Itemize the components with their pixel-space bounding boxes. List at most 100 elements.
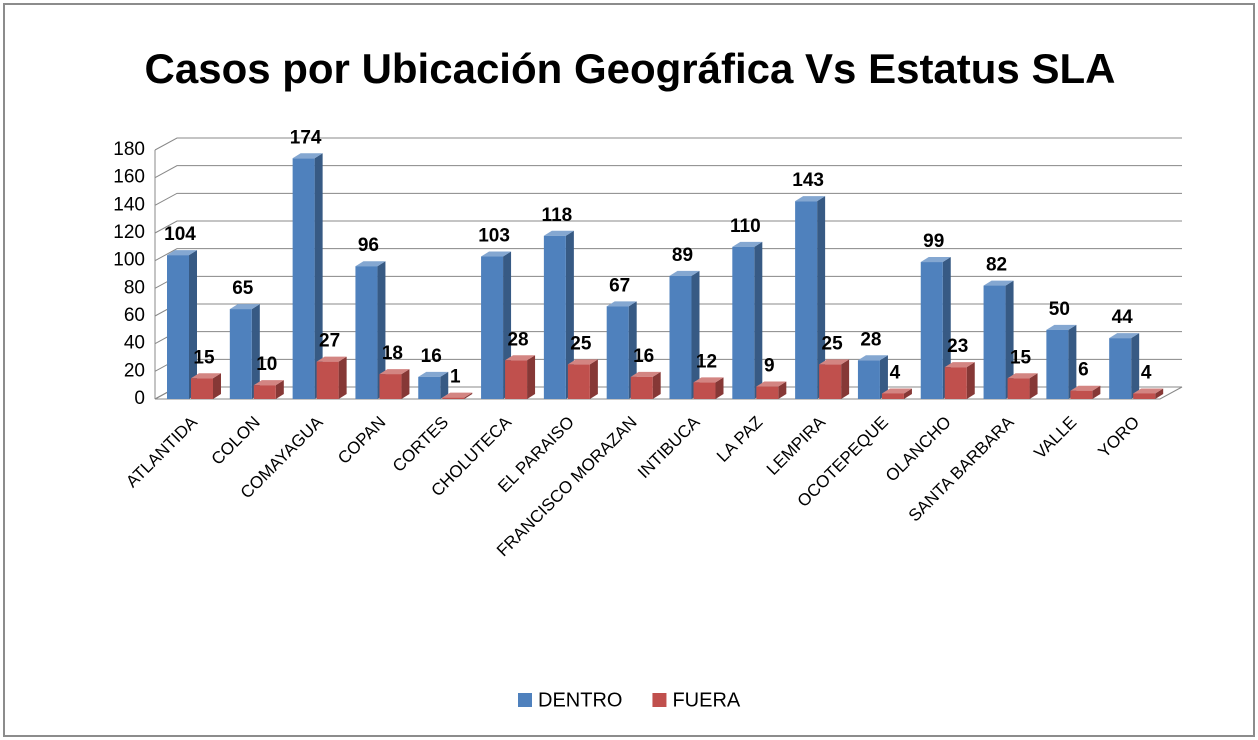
data-label: 103 [478,226,510,247]
bar-top [379,369,410,375]
bar [567,364,590,399]
bar-side [817,196,826,399]
data-label: 4 [890,362,901,383]
data-label: 4 [1141,362,1152,383]
data-label: 50 [1049,299,1070,320]
bar-top [944,362,975,368]
bar-side [942,257,951,399]
bar [1070,390,1093,399]
data-label: 96 [358,235,379,256]
bar-top [543,230,574,236]
bar-side [652,371,661,399]
bar-side [966,362,975,399]
bar [505,360,528,399]
y-tick-label: 40 [124,333,145,354]
bar-top [442,392,473,398]
bar-top [229,304,260,310]
bar [795,201,818,399]
bar-side [189,250,197,399]
data-label: 15 [193,347,215,368]
y-tick-label: 140 [113,194,145,215]
bar-top [481,251,512,257]
data-label: 9 [764,356,775,377]
bar-top [732,241,763,247]
legend-label: FUERA [672,689,740,711]
data-label: 99 [923,231,944,252]
data-label: 28 [507,329,528,350]
bar-top [355,261,386,267]
bar-top [920,257,951,263]
bar [1133,393,1156,399]
bar [756,386,779,399]
legend-swatch [518,693,532,707]
bar [1109,338,1132,399]
y-tick-label: 180 [113,139,145,160]
bar-side [903,388,912,399]
data-label: 118 [542,205,573,226]
data-label: 6 [1078,360,1089,381]
bar [316,361,339,399]
bar-top [292,153,323,159]
bar-top [191,373,221,379]
bar [442,397,465,399]
data-label: 65 [232,278,254,299]
bar [669,275,692,399]
data-label: 110 [730,216,761,237]
bar-side [1068,324,1077,399]
bar-top [505,355,536,361]
data-label: 12 [696,351,717,372]
grid-line [154,165,1182,179]
bar-top [819,359,850,365]
bar [630,376,653,399]
data-label: 16 [633,346,654,367]
bar-top [1133,388,1164,394]
legend-swatch [652,693,667,707]
bar-side [338,356,347,399]
bar-top [983,280,1014,286]
bar-side [251,304,260,399]
legend-label: DENTRO [538,689,622,711]
bar [543,235,566,399]
data-label: 174 [290,127,322,148]
bar-side [314,153,323,399]
bar-top [693,377,724,383]
bar [418,376,441,399]
bar-top [795,196,826,202]
y-tick-label: 160 [113,167,145,188]
grid-line [154,137,1182,151]
bar-side [715,377,724,399]
y-tick-label: 100 [113,250,145,271]
bar-top [606,301,637,307]
data-label: 143 [792,170,824,191]
bar-side [464,392,473,399]
bar-top [1070,385,1101,391]
bar-side [754,241,763,399]
data-label: 25 [822,333,844,354]
bar [881,393,904,399]
bar [292,158,315,399]
bar-side [213,373,221,399]
bar [983,285,1006,399]
bar-side [691,270,700,399]
bar-top [756,381,787,387]
bar [481,256,504,399]
bar-side [589,359,598,399]
bar-side [1005,280,1014,399]
bar-top [316,356,347,362]
grid-line [154,220,1182,234]
y-tick-label: 0 [134,388,145,409]
data-label: 23 [947,336,968,357]
bar-side [377,261,386,399]
bar [355,266,378,399]
data-label: 44 [1112,307,1134,328]
bar-side [841,359,850,399]
bar-side [1131,333,1140,399]
bar [191,378,213,399]
bar [819,364,842,399]
bar-side [440,371,449,399]
y-tick-label: 20 [124,360,145,381]
bar-top [1007,373,1038,379]
bar-side [778,381,787,399]
bar-side [1155,388,1164,399]
bar-top [669,270,700,276]
